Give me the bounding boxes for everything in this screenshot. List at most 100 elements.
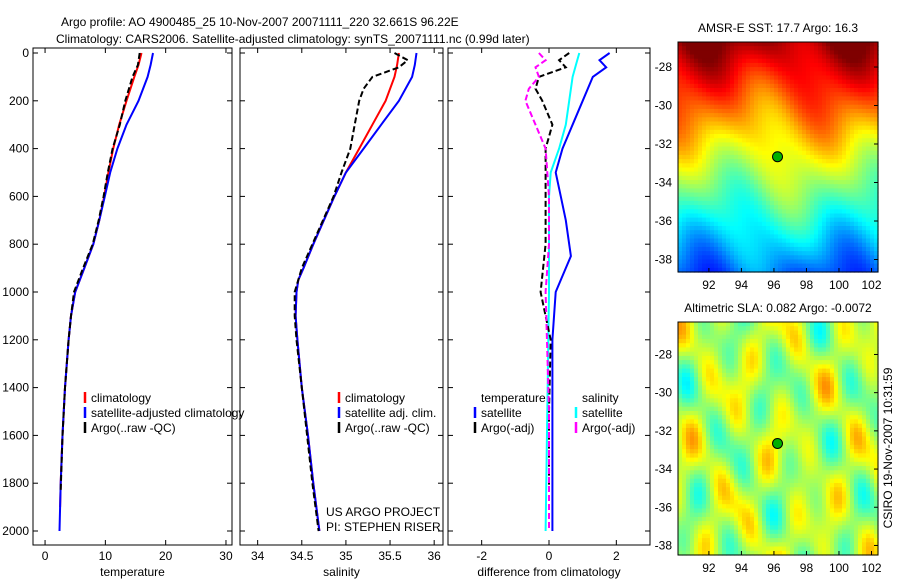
heatmap-cell [686, 444, 691, 450]
heatmap-cell [750, 242, 755, 248]
heatmap-cell [726, 117, 731, 123]
heatmap-cell [766, 440, 771, 446]
heatmap-cell [762, 508, 767, 514]
heatmap-cell [730, 529, 735, 535]
heatmap-cell [686, 180, 691, 185]
heatmap-cell [770, 129, 775, 135]
heatmap-cell [862, 117, 867, 123]
heatmap-cell [694, 491, 699, 497]
heatmap-cell [722, 419, 727, 425]
heatmap-cell [690, 217, 695, 223]
heatmap-cell [850, 209, 855, 215]
heatmap-cell [798, 221, 803, 227]
heatmap-cell [742, 360, 747, 365]
heatmap-cell [874, 163, 879, 169]
heatmap-cell [694, 487, 699, 492]
heatmap-cell [818, 389, 823, 395]
heatmap-cell [846, 142, 851, 148]
heatmap-cell [734, 355, 739, 361]
heatmap-cell [838, 121, 843, 127]
heatmap-cell [798, 263, 803, 269]
heatmap-cell [682, 42, 687, 47]
heatmap-cell [802, 529, 807, 535]
heatmap-cell [858, 226, 863, 231]
heatmap-cell [786, 159, 791, 164]
heatmap-cell [794, 411, 799, 416]
heatmap-cell [818, 134, 823, 139]
heatmap-cell [726, 205, 731, 210]
heatmap-cell [790, 406, 795, 412]
heatmap-cell [858, 188, 863, 194]
heatmap-cell [718, 483, 723, 488]
heatmap-cell [754, 466, 759, 471]
heatmap-cell [702, 238, 707, 244]
heatmap-cell [758, 444, 763, 450]
heatmap-cell [754, 242, 759, 248]
heatmap-cell [762, 550, 767, 556]
heatmap-cell [782, 525, 787, 531]
heatmap-cell [806, 546, 811, 552]
heatmap-cell [738, 487, 743, 492]
heatmap-cell [706, 550, 711, 556]
heatmap-cell [690, 196, 695, 202]
heatmap-cell [718, 525, 723, 531]
heatmap-cell [746, 436, 751, 442]
heatmap-cell [678, 334, 683, 340]
heatmap-cell [818, 355, 823, 361]
heatmap-cell [718, 355, 723, 361]
heatmap-cell [874, 88, 879, 93]
heatmap-cell [718, 259, 723, 265]
heatmap-cell [770, 542, 775, 548]
heatmap-cell [766, 259, 771, 265]
heatmap-cell [698, 246, 703, 252]
heatmap-cell [762, 491, 767, 497]
heatmap-cell [690, 125, 695, 131]
heatmap-cell [706, 474, 711, 480]
heatmap-cell [686, 267, 691, 273]
heatmap-cell [734, 96, 739, 102]
heatmap-cell [806, 196, 811, 202]
heatmap-cell [682, 150, 687, 156]
heatmap-cell [842, 67, 847, 72]
heatmap-cell [734, 516, 739, 522]
heatmap-cell [814, 368, 819, 374]
heatmap-cell [682, 230, 687, 235]
heatmap-cell [762, 134, 767, 139]
heatmap-cell [750, 138, 755, 143]
heatmap-cell [730, 92, 735, 97]
heatmap-cell [786, 213, 791, 219]
heatmap-cell [738, 550, 743, 556]
heatmap-cell [774, 192, 779, 198]
heatmap-cell [686, 377, 691, 382]
heatmap-cell [806, 394, 811, 399]
heatmap-cell [874, 209, 879, 215]
heatmap-cell [766, 92, 771, 97]
heatmap-cell [682, 326, 687, 331]
heatmap-cell [762, 163, 767, 169]
heatmap-cell [802, 406, 807, 412]
heatmap-cell [770, 538, 775, 543]
heatmap-cell [774, 83, 779, 89]
heatmap-cell [702, 436, 707, 442]
heatmap-cell [698, 255, 703, 261]
heatmap-cell [758, 542, 763, 548]
heatmap-cell [842, 255, 847, 261]
heatmap-cell [718, 251, 723, 256]
heatmap-cell [690, 377, 695, 382]
heatmap-cell [782, 230, 787, 235]
heatmap-cell [746, 138, 751, 143]
heatmap-cell [766, 267, 771, 273]
heatmap-cell [786, 180, 791, 185]
heatmap-cell [682, 423, 687, 429]
heatmap-cell [690, 402, 695, 408]
heatmap-cell [786, 71, 791, 77]
heatmap-cell [802, 108, 807, 114]
heatmap-cell [794, 427, 799, 433]
heatmap-cell [778, 213, 783, 219]
heatmap-cell [770, 533, 775, 539]
heatmap-cell [842, 163, 847, 169]
heatmap-cell [766, 226, 771, 231]
heatmap-cell [774, 167, 779, 173]
heatmap-cell [822, 372, 827, 378]
heatmap-cell [718, 159, 723, 164]
